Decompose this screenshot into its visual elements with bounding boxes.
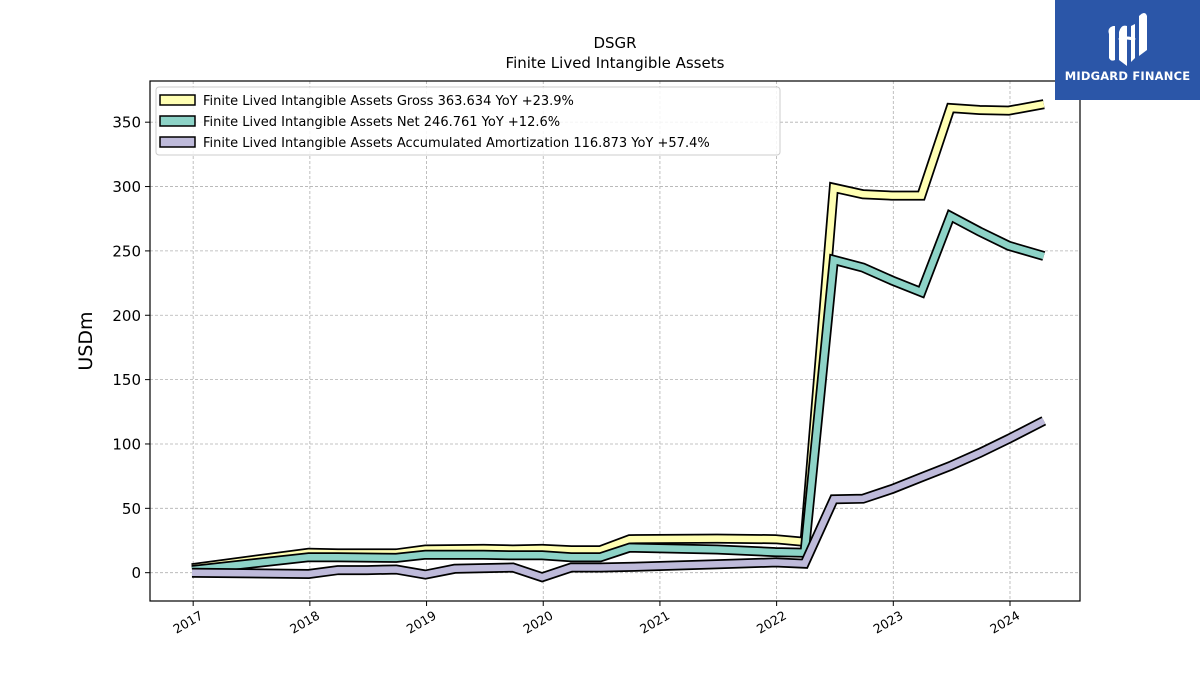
logo-text: MIDGARD FINANCE [1064, 69, 1191, 83]
x-tick-label: 2017 [170, 608, 205, 637]
series-line [191, 211, 1045, 574]
y-axis-label: USDm [75, 311, 97, 370]
y-tick-label: 350 [112, 114, 141, 132]
x-tick-label: 2018 [287, 608, 322, 637]
series-lines [191, 99, 1047, 583]
midgard-finance-logo: MIDGARD FINANCE [1055, 0, 1200, 100]
chart-subtitle: Finite Lived Intangible Assets [506, 54, 725, 72]
legend-box [155, 86, 781, 156]
x-tick-label: 2021 [637, 608, 672, 637]
x-tick-label: 2019 [404, 608, 439, 637]
series-line [191, 101, 1045, 572]
y-tick-label: 150 [112, 371, 141, 389]
plot-frame [149, 80, 1081, 602]
x-tick-label: 2022 [754, 608, 789, 637]
x-tick-label: 2020 [520, 608, 555, 637]
legend-label: Finite Lived Intangible Assets Gross 363… [203, 94, 574, 109]
x-tick-label: 2024 [987, 608, 1022, 637]
legend-swatch [159, 115, 196, 127]
legend-swatch [159, 94, 196, 106]
series-line-outline [191, 209, 1046, 576]
y-tick-label: 250 [112, 242, 141, 260]
legend-swatch [159, 136, 196, 148]
grid [150, 81, 1080, 601]
chart-title: DSGR [593, 34, 636, 52]
y-tick-label: 50 [122, 500, 141, 518]
x-tick-label: 2023 [871, 608, 906, 637]
y-tick-label: 200 [112, 307, 141, 325]
legend-label: Finite Lived Intangible Assets Net 246.7… [203, 115, 560, 130]
y-tick-label: 0 [131, 564, 141, 582]
y-tick-label: 100 [112, 435, 141, 453]
legend-label: Finite Lived Intangible Assets Accumulat… [203, 136, 710, 151]
legend: Finite Lived Intangible Assets Gross 363… [155, 86, 781, 156]
y-tick-label: 300 [112, 178, 141, 196]
series-line-outline [191, 99, 1045, 574]
series-line [191, 417, 1046, 581]
axes: 0 50 100 150 200 250 300 350 2017 2018 2019 2020 202… [112, 114, 1022, 637]
midgard-logo-icon [1108, 13, 1147, 66]
